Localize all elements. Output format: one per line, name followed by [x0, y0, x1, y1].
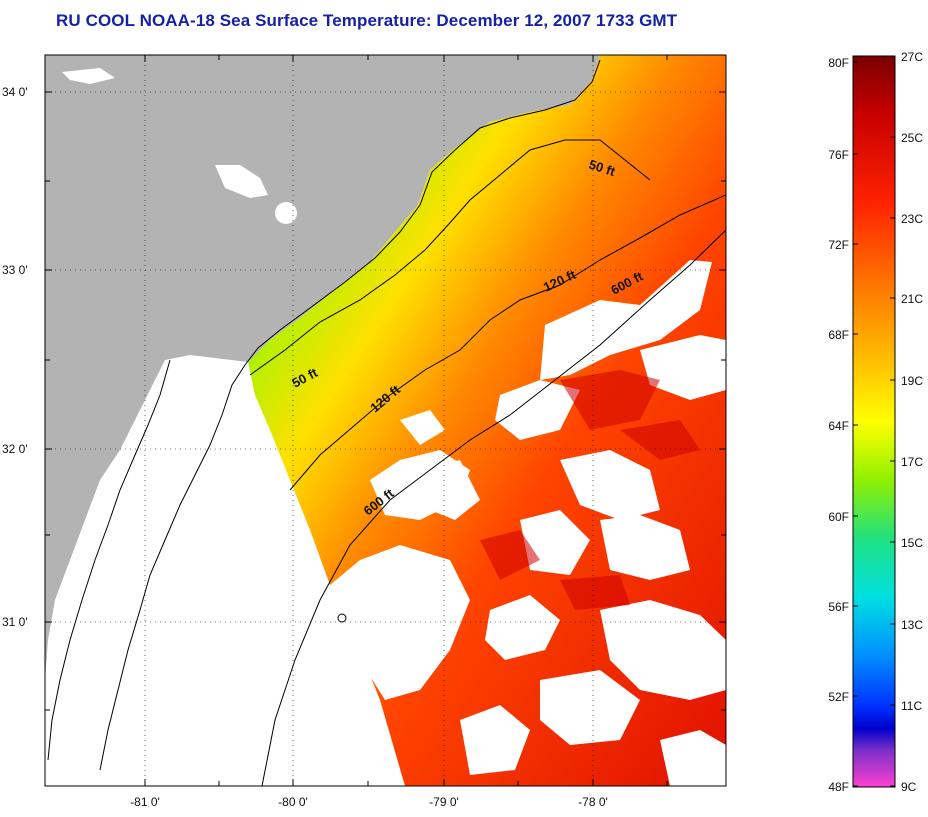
colorbar: 80F 76F 72F 68F 64F 60F 56F 52F 48F 27C … — [828, 50, 923, 794]
colorbar-c-label: 9C — [901, 780, 917, 794]
contour-50ft-line — [249, 139, 651, 376]
colorbar-ticks — [853, 55, 895, 787]
lon-label-81: -81 0' — [130, 795, 160, 809]
map-frame — [44, 54, 727, 787]
colorbar-c-label: 25C — [901, 131, 923, 145]
map-title: RU COOL NOAA-18 Sea Surface Temperature:… — [56, 11, 678, 30]
colorbar-c-label: 13C — [901, 618, 923, 632]
colorbar-f-label: 48F — [828, 780, 849, 794]
colorbar-f-label: 68F — [828, 328, 849, 342]
colorbar-f-label: 64F — [828, 419, 849, 433]
colorbar-gradient — [852, 55, 896, 788]
axis-ticks — [45, 55, 726, 786]
colorbar-f-label: 60F — [828, 510, 849, 524]
map-content — [45, 55, 726, 786]
inland-waterway — [47, 359, 171, 761]
lon-label-78: -78 0' — [578, 795, 608, 809]
colorbar-f-label: 76F — [828, 148, 849, 162]
cloud-patches — [330, 260, 726, 786]
contour-120ft-line — [289, 194, 726, 491]
lat-label-31: 31 0' — [2, 615, 28, 629]
colorbar-f-label: 80F — [828, 56, 849, 70]
colorbar-c-label: 21C — [901, 292, 923, 306]
lat-label-32: 32 0' — [2, 442, 28, 456]
colorbar-c-label: 27C — [901, 50, 923, 64]
graticule — [45, 55, 726, 786]
lat-label-33: 33 0' — [2, 263, 28, 277]
colorbar-f-label: 52F — [828, 690, 849, 704]
contour-600ft-line — [261, 229, 726, 786]
colorbar-c-label: 15C — [901, 536, 923, 550]
coastline — [99, 59, 601, 771]
lat-label-34: 34 0' — [2, 85, 28, 99]
lon-label-80: -80 0' — [278, 795, 308, 809]
small-contour-loop — [337, 613, 347, 623]
coastal-islands — [62, 68, 297, 224]
colorbar-c-label: 23C — [901, 212, 923, 226]
colorbar-f-label: 72F — [828, 238, 849, 252]
lon-label-79: -79 0' — [429, 795, 459, 809]
colorbar-f-label: 56F — [828, 600, 849, 614]
warm-streaks — [480, 370, 700, 610]
colorbar-c-label: 11C — [901, 699, 922, 713]
land-area — [45, 55, 600, 680]
colorbar-c-label: 17C — [901, 455, 923, 469]
colorbar-c-label: 19C — [901, 374, 923, 388]
